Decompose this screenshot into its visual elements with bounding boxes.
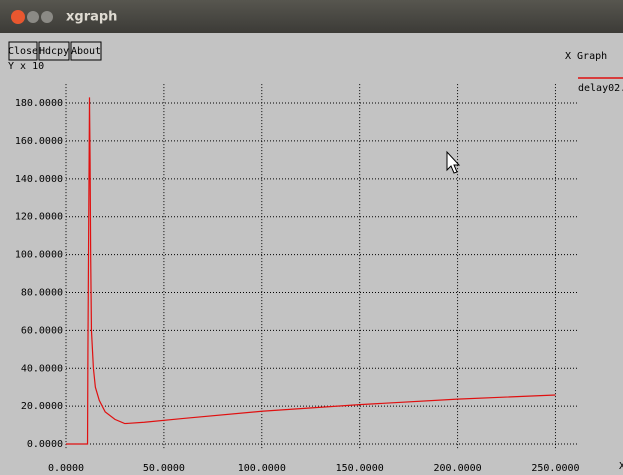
hdcpy-button[interactable]: Hdcpy [38, 41, 70, 61]
minimize-window[interactable] [27, 11, 39, 23]
title-bar [0, 0, 623, 33]
x-tick-label: 0.0000 [48, 463, 84, 474]
x-tick-label: 200.0000 [433, 463, 481, 474]
x-tick-label: 100.0000 [238, 463, 286, 474]
y-tick-label: 0.0000 [27, 439, 63, 450]
y-tick-label: 40.0000 [21, 363, 63, 374]
close-button[interactable]: Close [8, 41, 38, 61]
y-axis-label: Y x 10 [8, 61, 44, 72]
chart-title: X Graph [565, 51, 607, 62]
button-label: Hdcpy [39, 46, 69, 57]
legend-label: delay02.tr [578, 83, 623, 94]
maximize-window[interactable] [41, 11, 53, 23]
y-tick-label: 20.0000 [21, 401, 63, 412]
y-tick-label: 140.0000 [15, 174, 63, 185]
y-tick-label: 180.0000 [15, 98, 63, 109]
x-tick-label: 250.0000 [531, 463, 579, 474]
window-title: xgraph [66, 10, 117, 25]
button-label: Close [8, 46, 38, 57]
x-tick-label: 150.0000 [336, 463, 384, 474]
y-tick-label: 160.0000 [15, 136, 63, 147]
y-tick-label: 80.0000 [21, 287, 63, 298]
button-label: About [71, 46, 101, 57]
y-tick-label: 60.0000 [21, 325, 63, 336]
data-line [66, 97, 556, 445]
about-button[interactable]: About [70, 41, 102, 61]
y-tick-label: 120.0000 [15, 212, 63, 223]
mouse-cursor [446, 150, 461, 174]
y-tick-label: 100.0000 [15, 250, 63, 261]
x-axis-label: X [619, 461, 623, 472]
x-tick-label: 50.0000 [143, 463, 185, 474]
close-window[interactable] [11, 10, 25, 24]
